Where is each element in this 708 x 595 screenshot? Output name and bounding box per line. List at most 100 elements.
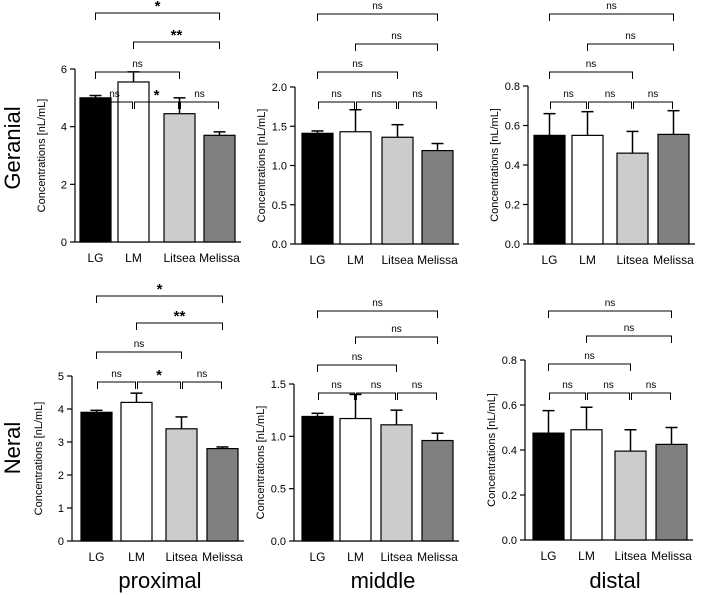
y-tick-label: 0.5 (272, 200, 287, 212)
panel-neral-distal: 0.0 0.2 0.4 0.6 0.8 Concentrations [nL/mL] LG L… (486, 298, 693, 563)
significance-label: ns (584, 351, 595, 362)
y-axis-label: Concentrations [nL/mL] (489, 108, 501, 222)
y-tick-label: 0.6 (502, 400, 517, 412)
bar-lg (532, 432, 565, 541)
row-label-neral: Neral (0, 422, 25, 475)
bar-melissa (421, 439, 454, 542)
category-label: Litsea (381, 253, 413, 267)
significance-label: ns (111, 369, 122, 380)
significance-label: ns (331, 89, 342, 100)
y-tick-label: 4 (61, 122, 67, 134)
y-tick-label: 0.2 (505, 200, 520, 212)
significance-label: ns (391, 31, 402, 42)
category-label: Litsea (165, 550, 197, 564)
significance-label: ns (624, 323, 635, 334)
significance-bracket (549, 71, 633, 79)
category-label: LG (88, 550, 104, 564)
bar-litsea (616, 152, 649, 245)
significance-bracket (136, 322, 223, 330)
bar-litsea (381, 136, 414, 245)
significance-bracket (355, 43, 438, 51)
significance-label: * (154, 87, 160, 104)
y-axis-label: Concentrations [nL/mL] (36, 99, 48, 213)
category-label: Melissa (417, 550, 458, 564)
bar-lg (80, 411, 113, 542)
bar-litsea (614, 450, 647, 541)
category-label: LM (347, 550, 364, 564)
significance-bracket (587, 43, 674, 51)
significance-label: ns (372, 298, 383, 309)
significance-bracket (317, 364, 397, 372)
significance-bracket (134, 101, 179, 109)
significance-label: ns (197, 369, 208, 380)
bar-melissa (206, 448, 239, 542)
y-tick-label: 1.0 (271, 431, 286, 443)
significance-bracket (317, 13, 438, 21)
category-label: LM (347, 253, 364, 267)
significance-label: ns (134, 339, 145, 350)
significance-label: ns (391, 324, 402, 335)
significance-label: ns (132, 59, 143, 70)
significance-bracket (586, 335, 672, 343)
y-tick-label: 0.0 (502, 535, 517, 547)
significance-bracket (548, 310, 672, 318)
significance-bracket (97, 381, 136, 389)
significance-label: ns (372, 1, 383, 12)
significance-bracket (318, 392, 355, 400)
significance-bracket (317, 310, 438, 318)
significance-bracket (549, 13, 674, 21)
y-axis-label: Concentrations [nL/mL] (256, 109, 268, 223)
significance-label: ns (352, 59, 363, 70)
bar-melissa (657, 133, 690, 245)
y-tick-label: 5 (58, 371, 64, 383)
y-tick-label: 0.6 (505, 121, 520, 133)
y-tick-label: 6 (61, 64, 67, 76)
bar-litsea (165, 428, 198, 542)
bar-lm (117, 81, 150, 243)
y-tick-label: 1.5 (271, 379, 286, 391)
significance-bracket (96, 351, 182, 359)
significance-label: ns (352, 352, 363, 363)
significance-bracket (398, 101, 437, 109)
significance-bracket (397, 392, 437, 400)
significance-label: ns (371, 380, 382, 391)
significance-bracket (550, 101, 587, 109)
significance-bracket (133, 41, 220, 49)
significance-label: ns (625, 31, 636, 42)
significance-bracket (356, 392, 396, 400)
significance-label: ns (586, 59, 597, 70)
bar-lg (301, 132, 334, 245)
significance-bracket (587, 392, 630, 400)
y-tick-label: 1 (58, 503, 64, 515)
panel-neral-middle: 0.0 0.5 1.0 1.5 Concentrations [nL/mL] LG LM Li… (255, 298, 459, 564)
y-tick-label: 3 (58, 437, 64, 449)
significance-label: ns (605, 89, 616, 100)
y-tick-label: 1.0 (272, 161, 287, 173)
y-axis-label: Concentrations [nL/mL] (33, 402, 45, 516)
row-label-geranial: Geranial (0, 106, 25, 189)
category-label: LG (309, 550, 325, 564)
y-tick-label: 0.0 (505, 239, 520, 251)
significance-label: ns (646, 380, 657, 391)
category-label: Melissa (651, 549, 692, 563)
y-tick-label: 4 (58, 404, 64, 416)
y-tick-label: 0 (58, 536, 64, 548)
category-label: LM (578, 549, 595, 563)
significance-bracket (96, 295, 223, 303)
bar-lm (120, 401, 153, 542)
category-label: Litsea (380, 550, 412, 564)
bar-lm (339, 131, 372, 245)
category-label: Melissa (417, 253, 458, 267)
y-tick-label: 0.0 (271, 536, 286, 548)
y-tick-label: 0 (61, 237, 67, 249)
panel-geranial-proximal: 0 2 4 6 Concentrations [nL/mL] LG LM Litsea Meli… (36, 0, 241, 265)
y-tick-label: 0.4 (505, 160, 520, 172)
bar-melissa (421, 149, 454, 245)
category-label: Melissa (199, 251, 240, 265)
category-label: LG (309, 253, 325, 267)
category-label: Litsea (614, 549, 646, 563)
y-tick-label: 0.2 (502, 490, 517, 502)
significance-label: * (155, 0, 161, 15)
category-label: LM (128, 550, 145, 564)
